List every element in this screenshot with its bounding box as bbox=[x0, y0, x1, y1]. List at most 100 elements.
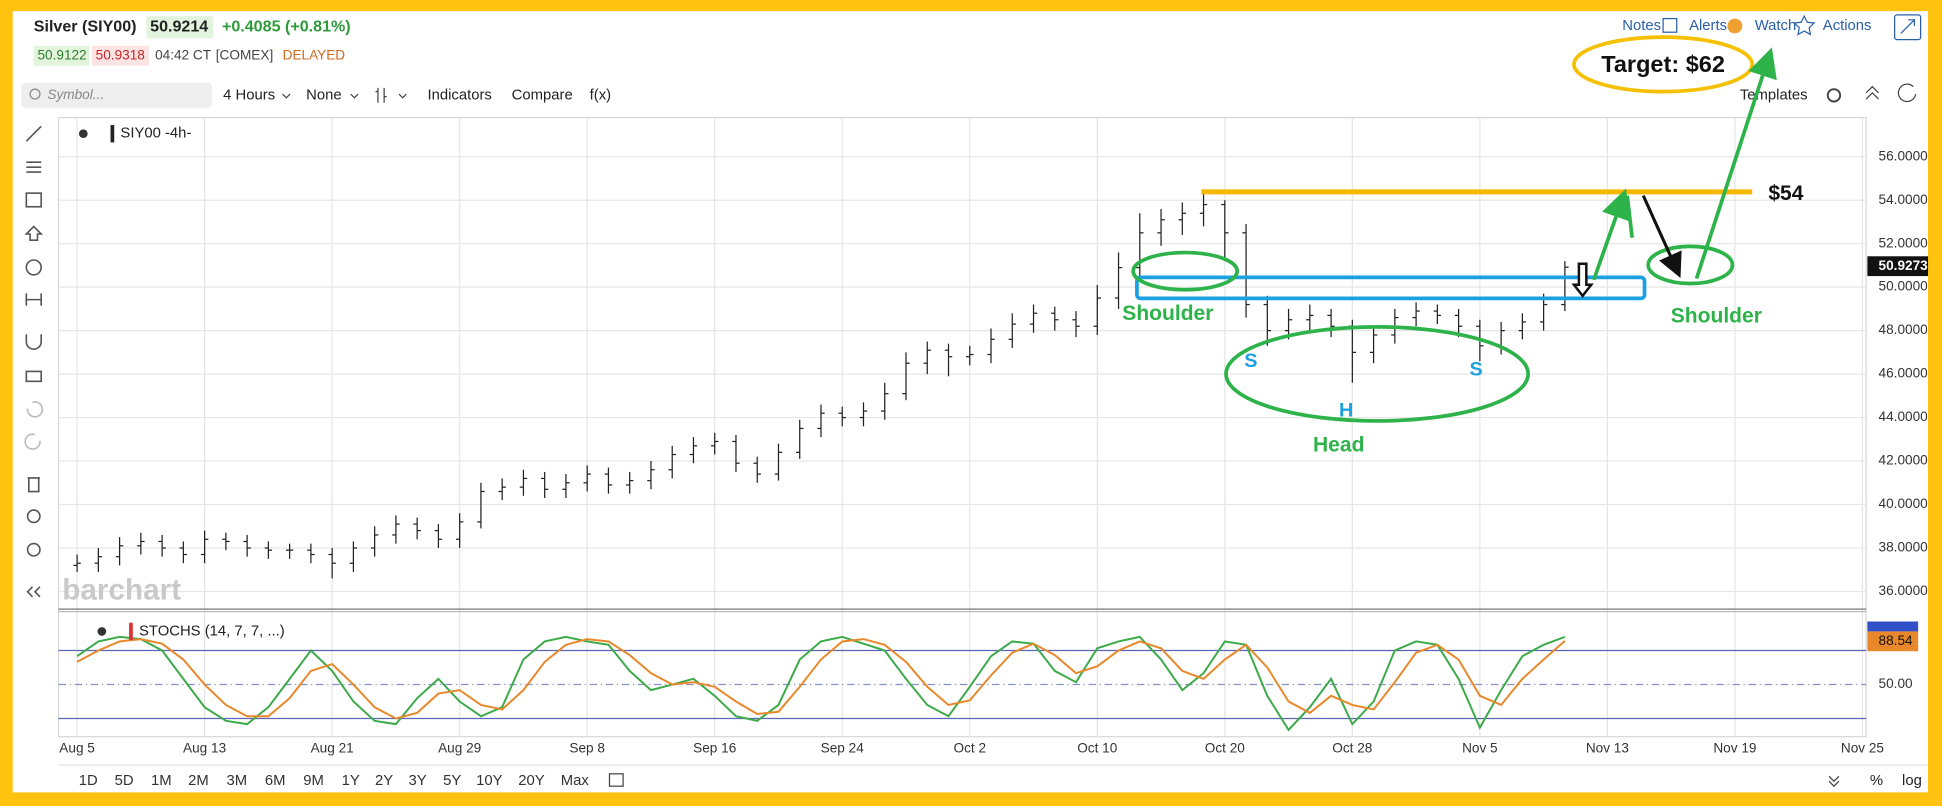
shoulder-ellipse bbox=[1646, 244, 1735, 286]
marks bbox=[73, 189, 1569, 732]
neckline-box bbox=[1135, 275, 1647, 301]
tool-icon[interactable] bbox=[25, 125, 42, 142]
collapse-icon[interactable] bbox=[1865, 85, 1879, 100]
x-tick-label: Oct 10 bbox=[1077, 741, 1118, 756]
drawing-tools bbox=[24, 125, 44, 598]
stoch-line bbox=[76, 635, 1566, 732]
range-button[interactable]: 9M bbox=[303, 773, 324, 789]
y-tick-label: 40.0000 bbox=[1879, 496, 1929, 511]
y-tick-label: 50.0000 bbox=[1879, 279, 1929, 294]
tool-icon[interactable] bbox=[26, 542, 41, 557]
link[interactable]: Notes bbox=[1622, 18, 1661, 34]
head-label: Head bbox=[1313, 433, 1364, 456]
shoulder-label: Shoulder bbox=[1122, 302, 1213, 325]
head-ellipse bbox=[1224, 325, 1530, 423]
delayed: DELAYED bbox=[283, 47, 346, 62]
range-button[interactable]: 6M bbox=[265, 773, 286, 789]
range-button[interactable]: 5D bbox=[115, 773, 134, 789]
range-button[interactable]: 20Y bbox=[518, 773, 545, 789]
s-label: S bbox=[1244, 350, 1257, 372]
toolbar-item[interactable]: None bbox=[306, 87, 342, 103]
range-button[interactable]: Max bbox=[561, 773, 590, 789]
toolbar-item[interactable]: Compare bbox=[512, 87, 573, 103]
search-icon bbox=[29, 88, 41, 100]
tool-icon[interactable] bbox=[24, 225, 44, 241]
ask: 50.9318 bbox=[96, 47, 145, 62]
tool-icon[interactable] bbox=[26, 586, 41, 598]
stoch-tag: 88.54 bbox=[1879, 633, 1913, 648]
y-tick-label: 42.0000 bbox=[1879, 453, 1929, 468]
templates[interactable]: Templates bbox=[1740, 87, 1808, 103]
search-box[interactable] bbox=[21, 82, 213, 108]
toolbar-item[interactable]: Indicators bbox=[427, 87, 491, 103]
target-arrow bbox=[1694, 47, 1777, 280]
x-tick-label: Aug 13 bbox=[183, 741, 226, 756]
tool-icon[interactable] bbox=[26, 401, 44, 418]
range-button[interactable]: 2Y bbox=[375, 773, 393, 789]
price-bg bbox=[146, 16, 214, 39]
x-tick-label: Nov 19 bbox=[1713, 741, 1756, 756]
collapse-icon[interactable] bbox=[1828, 775, 1840, 788]
toolbar-item[interactable]: f(x) bbox=[590, 87, 611, 103]
grid: 36.0000 38.0000 40.0000 42.0000 44.0000 46.00… bbox=[58, 117, 1929, 756]
x-tick-label: Oct 20 bbox=[1205, 741, 1246, 756]
tool-icon[interactable] bbox=[26, 509, 41, 524]
stoch-tag-bg bbox=[1867, 621, 1919, 632]
range-button[interactable]: 1M bbox=[151, 773, 172, 789]
tool-icon[interactable] bbox=[25, 259, 42, 276]
x-tick-label: Aug 5 bbox=[59, 741, 95, 756]
x-tick-label: Sep 8 bbox=[569, 741, 605, 756]
stoch-line bbox=[76, 638, 1566, 720]
down-arrow bbox=[1641, 194, 1682, 279]
x-tick-label: Nov 13 bbox=[1586, 741, 1629, 756]
tool-icon[interactable] bbox=[25, 293, 42, 306]
tool-icon[interactable] bbox=[25, 334, 42, 350]
visibility-icon[interactable] bbox=[97, 627, 107, 636]
target-label: Target: $62 bbox=[1601, 51, 1725, 77]
link[interactable]: Watch bbox=[1755, 18, 1797, 34]
range-button[interactable]: 3M bbox=[226, 773, 247, 789]
range-button[interactable]: 5Y bbox=[443, 773, 461, 789]
settings-icon[interactable] bbox=[1826, 88, 1842, 103]
alerts-icon bbox=[1727, 18, 1743, 34]
scale-button[interactable]: log bbox=[1902, 773, 1922, 789]
chart-style-icon[interactable] bbox=[375, 87, 387, 103]
price-legend: SIY00 -4h- bbox=[120, 126, 191, 142]
level-label: $54 bbox=[1768, 182, 1803, 205]
y-tick-label: 48.0000 bbox=[1879, 322, 1929, 337]
tool-icon[interactable] bbox=[27, 477, 40, 493]
tool-icon[interactable] bbox=[24, 433, 41, 450]
up-arrow bbox=[1625, 195, 1634, 238]
shoulder-ellipse bbox=[1131, 250, 1240, 292]
y-tick-label: 36.0000 bbox=[1879, 583, 1929, 598]
x-tick-label: Sep 16 bbox=[693, 741, 736, 756]
visibility-icon[interactable] bbox=[78, 129, 88, 139]
tool-icon[interactable] bbox=[25, 192, 42, 208]
scale-button[interactable]: % bbox=[1870, 773, 1883, 789]
y-tick-label: 50.00 bbox=[1879, 676, 1913, 691]
y-tick-label: 52.0000 bbox=[1879, 235, 1929, 250]
range-button[interactable]: 1Y bbox=[342, 773, 360, 789]
calendar-icon[interactable] bbox=[608, 773, 624, 787]
x-tick-label: Sep 24 bbox=[821, 741, 865, 756]
price-change: +0.4085 (+0.81%) bbox=[222, 17, 351, 35]
fullscreen-icon[interactable] bbox=[1897, 83, 1917, 103]
bid-bg bbox=[33, 45, 90, 66]
y-tick-label: 38.0000 bbox=[1879, 540, 1929, 555]
range-button[interactable]: 10Y bbox=[476, 773, 503, 789]
link[interactable]: Actions bbox=[1823, 18, 1872, 34]
y-tick-label: 46.0000 bbox=[1879, 366, 1929, 381]
tool-icon[interactable] bbox=[26, 161, 42, 173]
range-button[interactable]: 2M bbox=[188, 773, 209, 789]
x-tick-label: Oct 2 bbox=[953, 741, 986, 756]
y-tick-label: 56.0000 bbox=[1879, 148, 1929, 163]
range-buttons: 1D 5D 1M 2M 3M 6M 9M 1Y 2Y 3Y 5Y 10Y 20Y Max bbox=[79, 773, 590, 789]
quote-time: 04:42 CT bbox=[155, 47, 211, 62]
tool-icon[interactable] bbox=[25, 370, 42, 383]
toolbar-item[interactable]: 4 Hours bbox=[223, 87, 275, 103]
range-button[interactable]: 3Y bbox=[408, 773, 426, 789]
range-button[interactable]: 1D bbox=[79, 773, 98, 789]
link[interactable]: Alerts bbox=[1689, 18, 1727, 34]
